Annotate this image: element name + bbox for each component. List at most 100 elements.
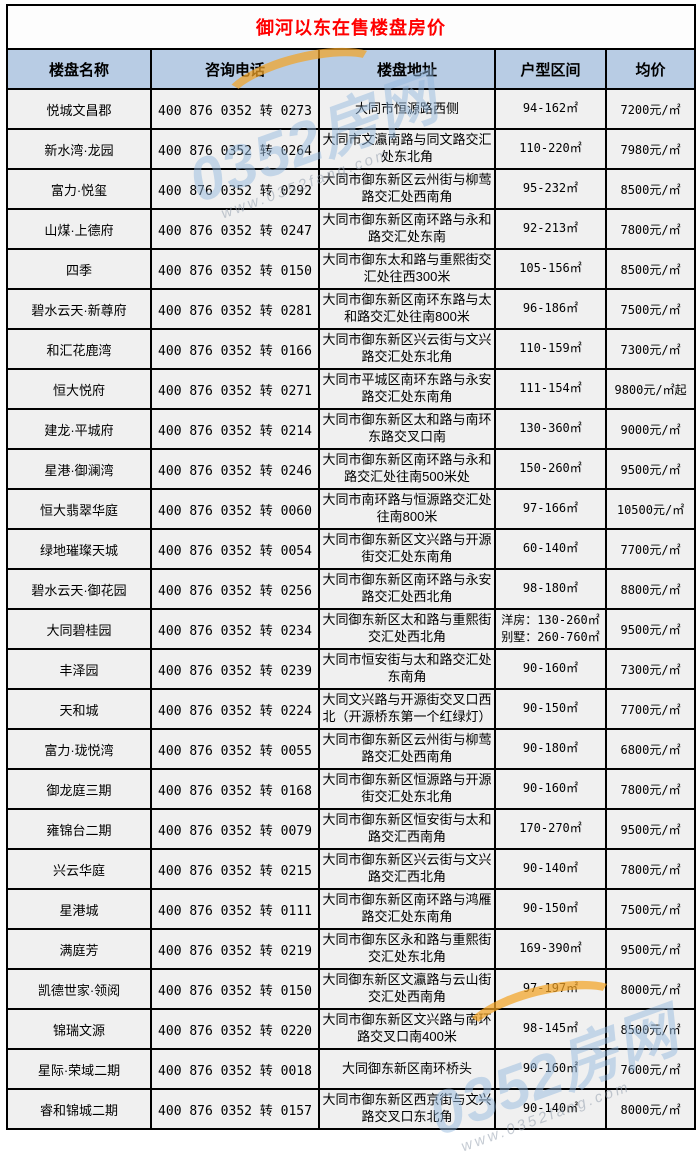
avg-price-cell: 7300元/㎡ [604,328,697,370]
area-range-cell: 90-140㎡ [494,848,607,890]
address-cell: 大同市御东新区南环路与永和路交汇处东南 [318,208,496,250]
address-cell: 大同市御东太和路与重熙街交汇处往西300米 [318,248,496,290]
area-range-cell: 92-213㎡ [494,208,607,250]
table-row: 碧水云天·新尊府 400 876 0352 转 0281 大同市御东新区南环东路… [6,288,697,330]
address-cell: 大同市御东新区恒安街与太和路交汇西南角 [318,808,496,850]
phone-cell: 400 876 0352 转 0214 [150,408,320,450]
column-header-price: 均价 [604,48,697,90]
phone-cell: 400 876 0352 转 0018 [150,1048,320,1090]
area-range-cell: 90-160㎡ [494,1048,607,1090]
area-range-cell: 98-145㎡ [494,1008,607,1050]
avg-price-cell: 8500元/㎡ [604,248,697,290]
table-row: 山煤·上德府 400 876 0352 转 0247 大同市御东新区南环路与永和… [6,208,697,250]
phone-cell: 400 876 0352 转 0273 [150,88,320,130]
avg-price-cell: 7300元/㎡ [604,648,697,690]
phone-cell: 400 876 0352 转 0220 [150,1008,320,1050]
avg-price-cell: 7700元/㎡ [604,688,697,730]
phone-cell: 400 876 0352 转 0281 [150,288,320,330]
phone-cell: 400 876 0352 转 0292 [150,168,320,210]
avg-price-cell: 8500元/㎡ [604,1008,697,1050]
area-range-cell: 96-186㎡ [494,288,607,330]
column-header-name: 楼盘名称 [6,48,152,90]
table-row: 天和城 400 876 0352 转 0224 大同文兴路与开源街交叉口西北（开… [6,688,697,730]
phone-cell: 400 876 0352 转 0168 [150,768,320,810]
avg-price-cell: 9500元/㎡ [604,928,697,970]
avg-price-cell: 7800元/㎡ [604,768,697,810]
project-name-cell: 星际·荣域二期 [6,1048,152,1090]
phone-cell: 400 876 0352 转 0247 [150,208,320,250]
avg-price-cell: 9500元/㎡ [604,808,697,850]
avg-price-cell: 7980元/㎡ [604,128,697,170]
avg-price-cell: 8000元/㎡ [604,968,697,1010]
avg-price-cell: 7800元/㎡ [604,848,697,890]
project-name-cell: 恒大翡翠华庭 [6,488,152,530]
project-name-cell: 丰泽园 [6,648,152,690]
title-row: 御河以东在售楼盘房价 [5,4,697,50]
project-name-cell: 大同碧桂园 [6,608,152,650]
project-name-cell: 满庭芳 [6,928,152,970]
phone-cell: 400 876 0352 转 0079 [150,808,320,850]
avg-price-cell: 7800元/㎡ [604,208,697,250]
area-range-cell: 130-360㎡ [494,408,607,450]
table-row: 兴云华庭 400 876 0352 转 0215 大同市御东新区兴云街与文兴路交… [6,848,697,890]
column-header-area: 户型区间 [494,48,607,90]
column-header-address: 楼盘地址 [318,48,496,90]
phone-cell: 400 876 0352 转 0055 [150,728,320,770]
phone-cell: 400 876 0352 转 0246 [150,448,320,490]
column-header-phone: 咨询电话 [150,48,320,90]
project-name-cell: 兴云华庭 [6,848,152,890]
table-row: 满庭芳 400 876 0352 转 0219 大同市御东区永和路与重熙街交汇处… [6,928,697,970]
phone-cell: 400 876 0352 转 0271 [150,368,320,410]
table-row: 富力·珑悦湾 400 876 0352 转 0055 大同市御东新区云州街与柳莺… [6,728,697,770]
price-table: 御河以东在售楼盘房价 楼盘名称 咨询电话 楼盘地址 户型区间 均价 悦城文昌郡 … [5,4,697,1130]
address-cell: 大同市恒安街与太和路交汇处东南角 [318,648,496,690]
area-range-cell: 90-160㎡ [494,768,607,810]
avg-price-cell: 8500元/㎡ [604,168,697,210]
address-cell: 大同市南环路与恒源路交汇处往南800米 [318,488,496,530]
phone-cell: 400 876 0352 转 0054 [150,528,320,570]
page-title: 御河以东在售楼盘房价 [5,4,697,50]
area-range-cell: 97-197㎡ [494,968,607,1010]
area-range-cell: 90-160㎡ [494,648,607,690]
avg-price-cell: 9500元/㎡ [604,608,697,650]
phone-cell: 400 876 0352 转 0111 [150,888,320,930]
address-cell: 大同市御东新区恒源路与开源街交汇处东北角 [318,768,496,810]
address-cell: 大同市御东新区云州街与柳莺路交汇处西南角 [318,728,496,770]
area-range-cell: 90-150㎡ [494,888,607,930]
table-header-row: 楼盘名称 咨询电话 楼盘地址 户型区间 均价 [6,48,697,90]
project-name-cell: 碧水云天·御花园 [6,568,152,610]
avg-price-cell: 7700元/㎡ [604,528,697,570]
address-cell: 大同御东新区太和路与重熙街交汇处西北角 [318,608,496,650]
area-range-cell: 110-159㎡ [494,328,607,370]
table-row: 星港·御澜湾 400 876 0352 转 0246 大同市御东新区南环路与永和… [6,448,697,490]
project-name-cell: 锦瑞文源 [6,1008,152,1050]
address-cell: 大同市御东新区文兴路与南环路交叉口南400米 [318,1008,496,1050]
project-name-cell: 富力·悦玺 [6,168,152,210]
phone-cell: 400 876 0352 转 0234 [150,608,320,650]
project-name-cell: 睿和锦城二期 [6,1088,152,1130]
table-row: 凯德世家·领阅 400 876 0352 转 0150 大同御东新区文瀛路与云山… [6,968,697,1010]
address-cell: 大同市御东区永和路与重熙街交汇处东北角 [318,928,496,970]
area-range-cell: 98-180㎡ [494,568,607,610]
area-range-cell: 105-156㎡ [494,248,607,290]
project-name-cell: 悦城文昌郡 [6,88,152,130]
avg-price-cell: 7600元/㎡ [604,1048,697,1090]
table-row: 富力·悦玺 400 876 0352 转 0292 大同市御东新区云州街与柳莺路… [6,168,697,210]
project-name-cell: 御龙庭三期 [6,768,152,810]
table-row: 睿和锦城二期 400 876 0352 转 0157 大同市御东新区西京街与文兴… [6,1088,697,1130]
area-range-cell: 97-166㎡ [494,488,607,530]
area-range-cell: 169-390㎡ [494,928,607,970]
project-name-cell: 富力·珑悦湾 [6,728,152,770]
project-name-cell: 碧水云天·新尊府 [6,288,152,330]
address-cell: 大同市御东新区南环路与永安路交汇处西北角 [318,568,496,610]
address-cell: 大同市御东新区兴云街与文兴路交汇西北角 [318,848,496,890]
address-cell: 大同市御东新区南环路与鸿雁路交汇处东南角 [318,888,496,930]
phone-cell: 400 876 0352 转 0264 [150,128,320,170]
area-range-cell: 90-150㎡ [494,688,607,730]
project-name-cell: 恒大悦府 [6,368,152,410]
project-name-cell: 建龙·平城府 [6,408,152,450]
table-row: 星际·荣域二期 400 876 0352 转 0018 大同御东新区南环桥头 9… [6,1048,697,1090]
table-row: 御龙庭三期 400 876 0352 转 0168 大同市御东新区恒源路与开源街… [6,768,697,810]
address-cell: 大同市御东新区太和路与南环东路交叉口南 [318,408,496,450]
table-row: 绿地璀璨天城 400 876 0352 转 0054 大同市御东新区文兴路与开源… [6,528,697,570]
